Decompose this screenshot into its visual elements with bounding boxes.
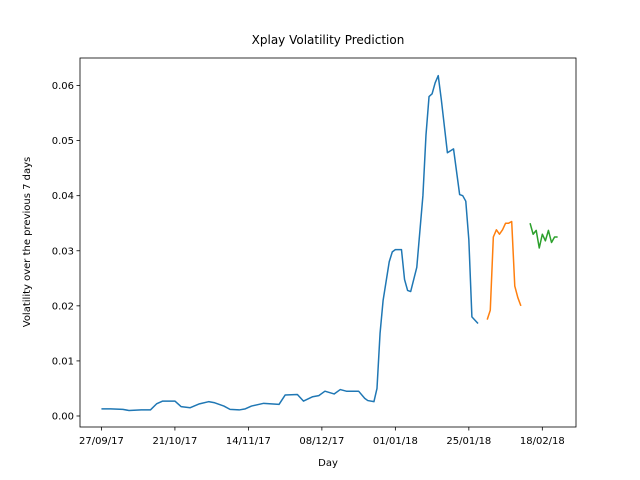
chart-title: Xplay Volatility Prediction (252, 33, 405, 47)
x-axis-label: Day (318, 458, 338, 469)
y-tick-label: 0.05 (52, 136, 74, 147)
y-tick-label: 0.03 (52, 246, 74, 257)
series-line (101, 74, 479, 412)
y-axis-label: Volatility over the previous 7 days (22, 157, 33, 328)
series-line (486, 220, 522, 320)
x-tick-label: 27/09/17 (79, 436, 124, 447)
x-tick-label: 08/12/17 (299, 436, 344, 447)
x-tick-label: 14/11/17 (226, 436, 271, 447)
x-tick-label: 21/10/17 (152, 436, 197, 447)
y-tick-label: 0.01 (52, 356, 74, 367)
y-tick-label: 0.04 (52, 191, 74, 202)
plot-frame (79, 57, 577, 428)
y-tick-label: 0.00 (52, 411, 74, 422)
series-line (529, 223, 558, 249)
y-tick-label: 0.06 (52, 81, 74, 92)
x-tick-label: 18/02/18 (520, 436, 565, 447)
x-tick-label: 01/01/18 (373, 436, 418, 447)
y-tick-label: 0.02 (52, 301, 74, 312)
x-tick-label: 25/01/18 (446, 436, 491, 447)
